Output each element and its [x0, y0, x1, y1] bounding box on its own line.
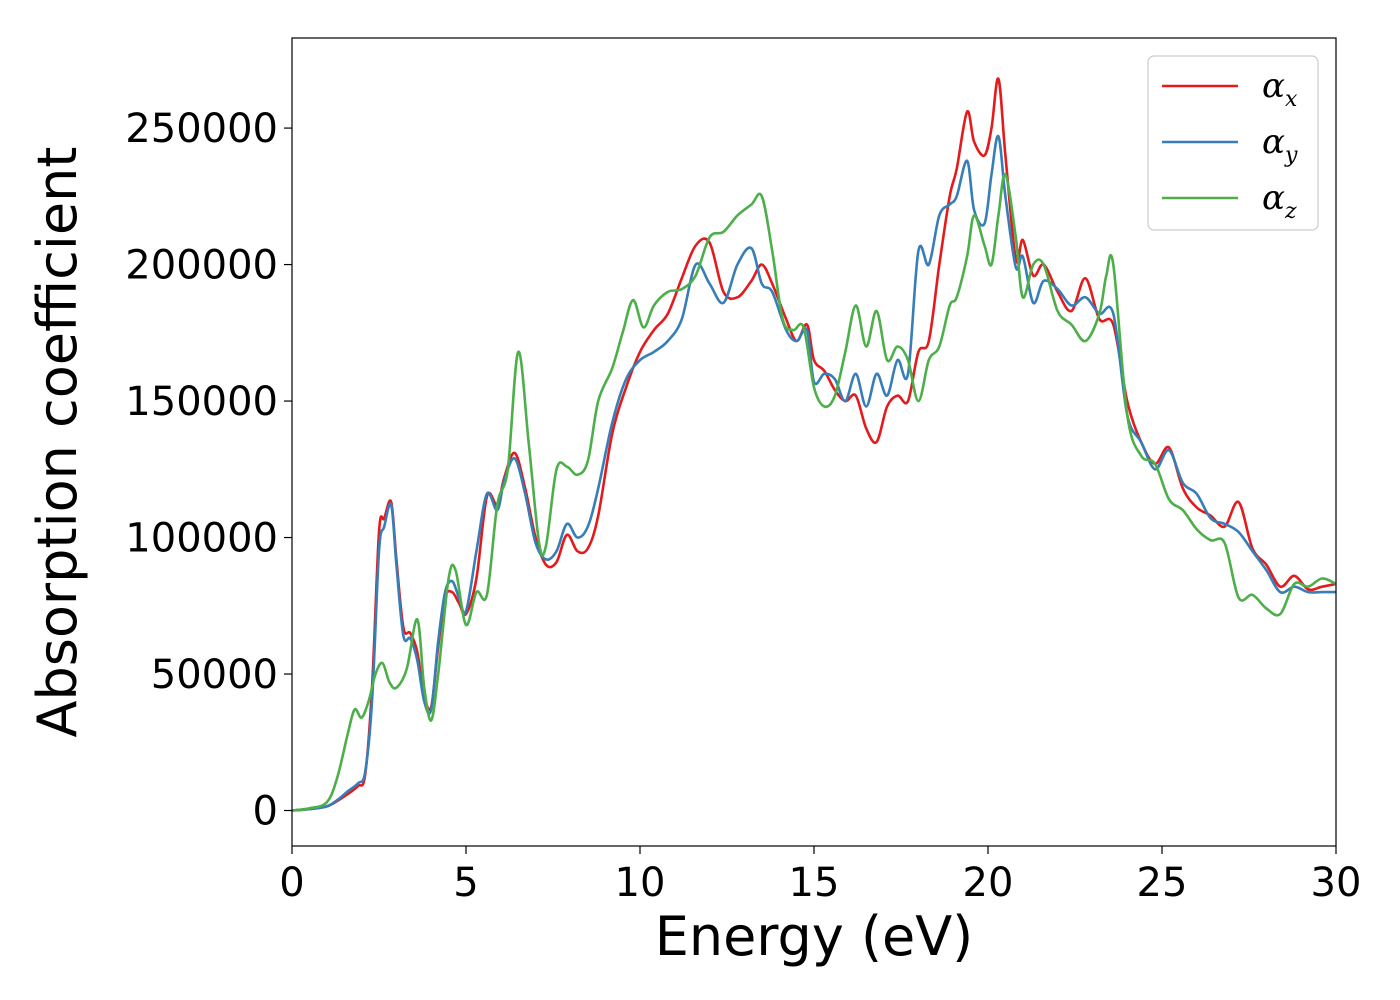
- legend-subscript: y: [1284, 143, 1298, 168]
- x-tick-label: 0: [279, 860, 304, 906]
- y-tick-label: 50000: [151, 652, 278, 698]
- x-tick-label: 5: [453, 860, 478, 906]
- x-axis-ticks: 0 5 10 15 20 25 30: [279, 846, 1361, 906]
- legend-subscript: z: [1284, 199, 1297, 224]
- x-tick-label: 25: [1137, 860, 1188, 906]
- x-tick-label: 30: [1311, 860, 1362, 906]
- x-tick-label: 15: [789, 860, 840, 906]
- x-tick-label: 10: [615, 860, 666, 906]
- y-axis-label: Absorption coefficient: [26, 147, 89, 738]
- y-axis-ticks: 0 50000 100000 150000 200000 250000: [125, 106, 292, 835]
- legend-subscript: x: [1285, 87, 1298, 112]
- y-tick-label: 100000: [125, 516, 278, 562]
- y-tick-label: 200000: [125, 243, 278, 289]
- x-axis-label: Energy (eV): [655, 905, 974, 968]
- y-tick-label: 0: [253, 789, 278, 835]
- y-tick-label: 250000: [125, 106, 278, 152]
- y-tick-label: 150000: [125, 379, 278, 425]
- series-line-z: [291, 173, 1337, 812]
- x-tick-label: 20: [963, 860, 1014, 906]
- series-lines: [291, 77, 1337, 812]
